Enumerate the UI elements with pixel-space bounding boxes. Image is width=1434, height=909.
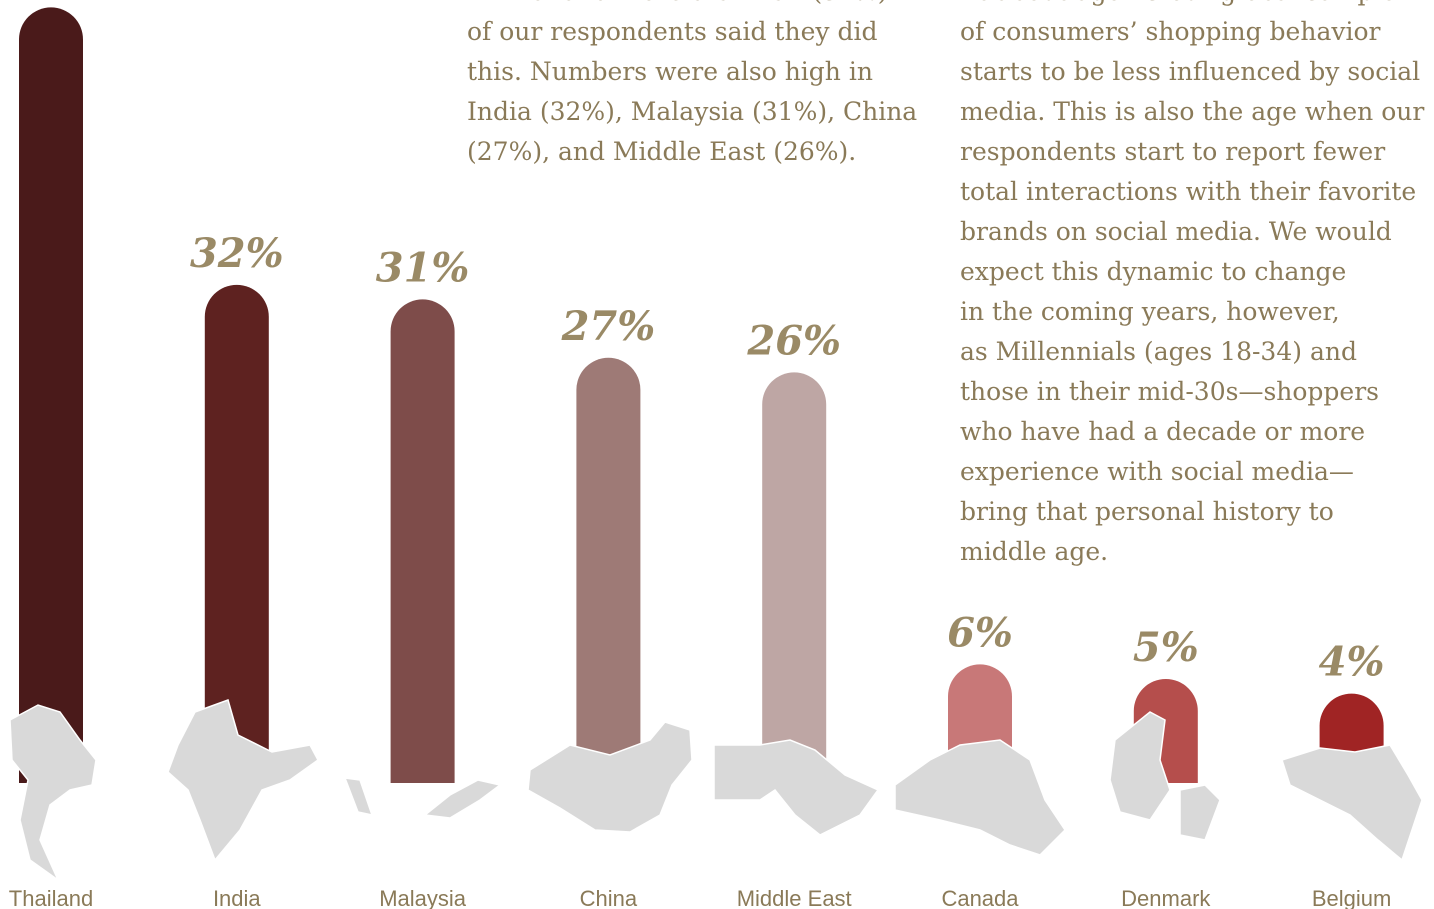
value-label: 6% — [947, 609, 1013, 656]
body-text: experience with social media— — [960, 457, 1354, 486]
body-text: India (32%), Malaysia (31%), China — [467, 97, 917, 126]
bar — [204, 284, 269, 783]
body-text: of consumers’ shopping behavior — [960, 17, 1381, 46]
body-text: At about age 45 our global sample — [959, 0, 1396, 6]
body-text: in Thailand more than half (51%) — [467, 0, 888, 6]
map-middle-east — [713, 739, 880, 836]
body-text: middle age. — [960, 537, 1108, 566]
map-malaysia — [343, 777, 502, 819]
map-belgium — [1281, 744, 1423, 862]
body-text: expect this dynamic to change — [960, 257, 1346, 286]
value-label: 32% — [190, 230, 284, 277]
body-text: this. Numbers were also high in — [467, 57, 873, 86]
bar — [19, 7, 83, 783]
maps — [9, 699, 1423, 883]
body-text: (27%), and Middle East (26%). — [467, 137, 856, 166]
category-label: Middle East — [737, 886, 852, 909]
map-india — [167, 699, 319, 862]
body-text: respondents start to report fewer — [960, 137, 1385, 166]
body-text: bring that personal history to — [960, 497, 1334, 526]
bar — [390, 299, 455, 783]
value-label: 26% — [746, 317, 841, 364]
value-label: 5% — [1133, 624, 1199, 671]
body-text: those in their mid-30s—shoppers — [960, 377, 1379, 406]
bar — [576, 357, 641, 783]
category-label: China — [580, 886, 638, 909]
body-text: total interactions with their favorite — [960, 177, 1416, 206]
body-text: brands on social media. We would — [960, 217, 1392, 246]
category-label: Malaysia — [379, 886, 467, 909]
map-china — [527, 721, 693, 833]
value-label: 31% — [376, 244, 470, 291]
body-text: media. This is also the age when our — [960, 97, 1424, 126]
bar — [762, 372, 827, 783]
body-text: of our respondents said they did — [467, 17, 877, 46]
value-label: 27% — [561, 303, 656, 350]
body-text: who have had a decade or more — [960, 417, 1365, 446]
map-thailand — [9, 704, 97, 883]
map-canada — [894, 739, 1066, 856]
category-label: Canada — [941, 886, 1019, 909]
map-denmark — [1109, 711, 1221, 841]
category-label: India — [213, 886, 261, 909]
value-label: 4% — [1319, 639, 1385, 686]
body-text: in the coming years, however, — [960, 297, 1340, 326]
category-label: Belgium — [1312, 886, 1391, 909]
body-text: as Millennials (ages 18-34) and — [960, 337, 1357, 366]
body-text: starts to be less influenced by social — [960, 57, 1420, 86]
category-label: Thailand — [9, 886, 93, 909]
category-label: Denmark — [1121, 886, 1211, 909]
